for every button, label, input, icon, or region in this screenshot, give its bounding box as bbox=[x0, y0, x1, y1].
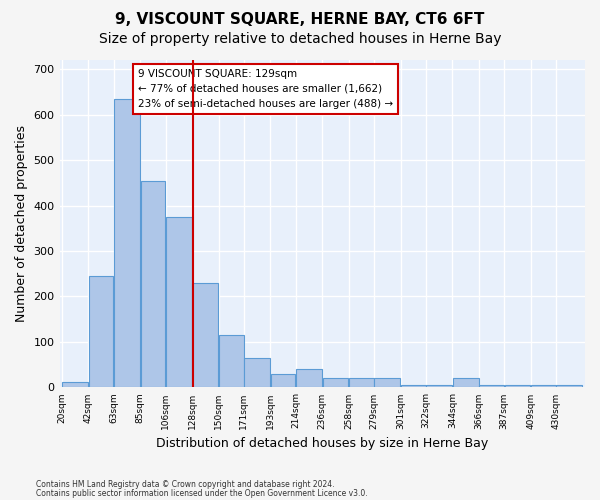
Bar bbox=[271, 374, 295, 388]
Bar bbox=[89, 276, 113, 388]
Bar bbox=[193, 283, 218, 388]
Bar bbox=[453, 378, 479, 388]
Text: Contains HM Land Registry data © Crown copyright and database right 2024.: Contains HM Land Registry data © Crown c… bbox=[36, 480, 335, 489]
Bar bbox=[505, 385, 530, 388]
Bar bbox=[114, 98, 140, 388]
Bar bbox=[323, 378, 349, 388]
Bar bbox=[140, 180, 165, 388]
Bar bbox=[349, 378, 374, 388]
Text: 9, VISCOUNT SQUARE, HERNE BAY, CT6 6FT: 9, VISCOUNT SQUARE, HERNE BAY, CT6 6FT bbox=[115, 12, 485, 28]
Bar bbox=[244, 358, 270, 388]
Bar bbox=[62, 382, 88, 388]
Bar bbox=[374, 378, 400, 388]
Bar bbox=[479, 385, 504, 388]
Bar bbox=[296, 369, 322, 388]
Text: Contains public sector information licensed under the Open Government Licence v3: Contains public sector information licen… bbox=[36, 489, 368, 498]
Y-axis label: Number of detached properties: Number of detached properties bbox=[15, 125, 28, 322]
Text: Size of property relative to detached houses in Herne Bay: Size of property relative to detached ho… bbox=[99, 32, 501, 46]
Bar bbox=[166, 217, 192, 388]
Bar bbox=[556, 385, 582, 388]
Bar bbox=[531, 385, 556, 388]
Bar bbox=[219, 335, 244, 388]
Bar bbox=[401, 385, 425, 388]
X-axis label: Distribution of detached houses by size in Herne Bay: Distribution of detached houses by size … bbox=[156, 437, 488, 450]
Text: 9 VISCOUNT SQUARE: 129sqm
← 77% of detached houses are smaller (1,662)
23% of se: 9 VISCOUNT SQUARE: 129sqm ← 77% of detac… bbox=[138, 69, 393, 108]
Bar bbox=[426, 385, 452, 388]
